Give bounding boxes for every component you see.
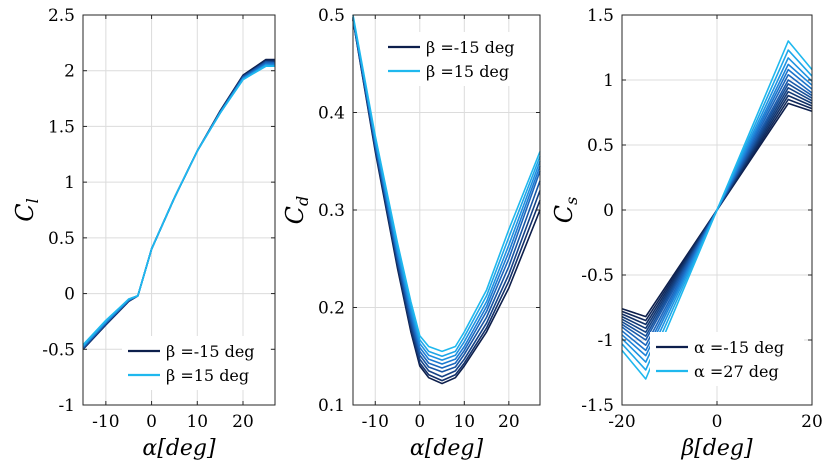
- legend-label: β =15 deg: [426, 62, 509, 81]
- legend: β =-15 deg β =15 deg: [382, 32, 532, 86]
- x-tick-label: 0: [712, 412, 723, 432]
- y-tick-label: 1.5: [587, 6, 614, 26]
- y-tick-label: -0.5: [42, 340, 75, 360]
- panel-cd: -10 0 10 20 0.1 0.2 0.3 0.4 0.5 α[deg] Cd β =-15 de…: [281, 6, 541, 461]
- y-tick-label: 0.1: [318, 396, 345, 416]
- x-tick-label: -20: [608, 412, 635, 432]
- y-tick-label: 1: [603, 71, 614, 91]
- y-tick-label: 1: [64, 173, 75, 193]
- legend-label: β =15 deg: [166, 366, 249, 385]
- y-tick-label: 2.5: [48, 6, 75, 26]
- x-tick-label: -10: [92, 412, 119, 432]
- legend-box: [122, 336, 270, 390]
- axes-frame: [82, 14, 276, 406]
- legend-label: β =-15 deg: [166, 342, 255, 361]
- panel-cs: -20 0 20 -1.5 -1 -0.5 0 0.5 1 1.5 β[deg] Cs α =-15 d…: [550, 6, 823, 461]
- x-axis-label: β[deg]: [680, 436, 752, 461]
- y-tick-label: 0.5: [318, 6, 345, 26]
- y-axis-label: Cd: [281, 196, 312, 225]
- y-tick-label: 0.5: [587, 136, 614, 156]
- series-line-β=-4: [82, 60, 276, 349]
- y-axis-label: Cl: [11, 198, 42, 222]
- y-tick-label: 2: [64, 62, 75, 82]
- x-axis-label: α[deg]: [410, 436, 484, 461]
- x-axis-label: α[deg]: [142, 436, 216, 461]
- legend: α =-15 deg α =27 deg: [650, 332, 804, 386]
- panel-cl: -10 0 10 20 -1 -0.5 0 0.5 1 1.5 2 2.5 α[deg] Cl β =-15…: [11, 6, 276, 461]
- x-tick-label: -10: [362, 412, 389, 432]
- series-line-β=15: [352, 14, 541, 353]
- legend-label: α =27 deg: [694, 362, 779, 381]
- y-tick-label: -1: [58, 396, 75, 416]
- y-tick-label: -0.5: [581, 266, 614, 286]
- series-line-β=15: [82, 65, 275, 346]
- y-tick-label: -1.5: [581, 396, 614, 416]
- series-line-β=-15: [82, 58, 275, 350]
- y-tick-label: -1: [597, 331, 614, 351]
- legend-label: α =-15 deg: [694, 338, 784, 357]
- y-tick-label: 0.4: [318, 104, 345, 124]
- y-tick-label: 1.5: [48, 117, 75, 137]
- y-tick-label: 0: [64, 285, 75, 305]
- y-tick-label: 0.5: [48, 229, 75, 249]
- legend-box: [650, 332, 804, 386]
- x-tick-label: 0: [146, 412, 157, 432]
- series-line-α=27: [621, 40, 813, 380]
- series-line-β=0: [82, 62, 275, 348]
- legend: β =-15 deg β =15 deg: [122, 336, 270, 390]
- y-tick-label: 0: [603, 201, 614, 221]
- x-tick-label: 10: [453, 412, 475, 432]
- series-line-β=7: [82, 64, 275, 347]
- series-line-β=4: [82, 63, 275, 348]
- series-line-β=-11: [82, 59, 275, 350]
- x-tick-label: 10: [186, 412, 208, 432]
- legend-box: [382, 32, 532, 86]
- series-line-β=-7: [82, 60, 275, 349]
- y-axis-label: Cs: [550, 197, 581, 224]
- x-tick-label: 20: [232, 412, 254, 432]
- x-tick-label: 0: [414, 412, 425, 432]
- legend-label: β =-15 deg: [426, 38, 515, 57]
- x-tick-label: 20: [498, 412, 520, 432]
- y-tick-label: 0.3: [318, 201, 345, 221]
- series-line-β=11: [82, 64, 276, 347]
- x-tick-label: 20: [801, 412, 823, 432]
- y-tick-label: 0.2: [318, 299, 345, 319]
